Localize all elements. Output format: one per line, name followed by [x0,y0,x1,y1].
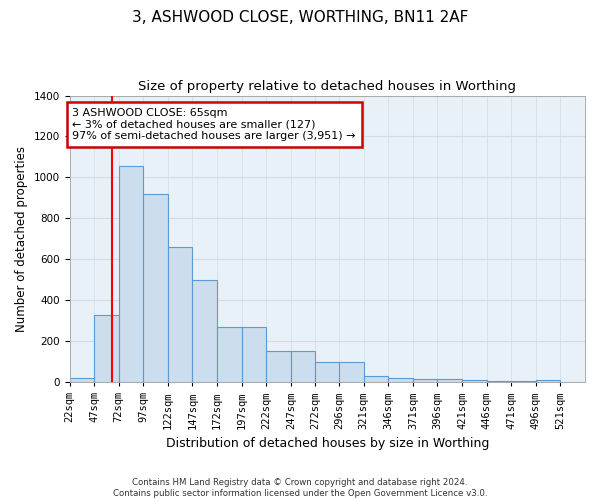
Bar [462,380,487,382]
Bar [316,362,340,382]
Bar [536,380,560,382]
Bar [168,247,193,382]
Text: 3 ASHWOOD CLOSE: 65sqm
← 3% of detached houses are smaller (127)
97% of semi-det: 3 ASHWOOD CLOSE: 65sqm ← 3% of detached … [73,108,356,141]
Bar [193,280,217,382]
Bar [413,379,437,382]
Title: Size of property relative to detached houses in Worthing: Size of property relative to detached ho… [138,80,516,93]
Bar [266,352,291,382]
Bar [364,376,388,382]
Bar [437,379,462,382]
Bar [70,378,94,382]
Bar [487,381,511,382]
Bar [388,378,413,382]
Bar [217,327,242,382]
Text: 3, ASHWOOD CLOSE, WORTHING, BN11 2AF: 3, ASHWOOD CLOSE, WORTHING, BN11 2AF [132,10,468,25]
Y-axis label: Number of detached properties: Number of detached properties [15,146,28,332]
X-axis label: Distribution of detached houses by size in Worthing: Distribution of detached houses by size … [166,437,489,450]
Bar [119,166,143,382]
Bar [242,327,266,382]
Bar [339,362,364,382]
Bar [511,381,536,382]
Bar [94,314,119,382]
Bar [291,352,316,382]
Text: Contains HM Land Registry data © Crown copyright and database right 2024.
Contai: Contains HM Land Registry data © Crown c… [113,478,487,498]
Bar [143,194,168,382]
